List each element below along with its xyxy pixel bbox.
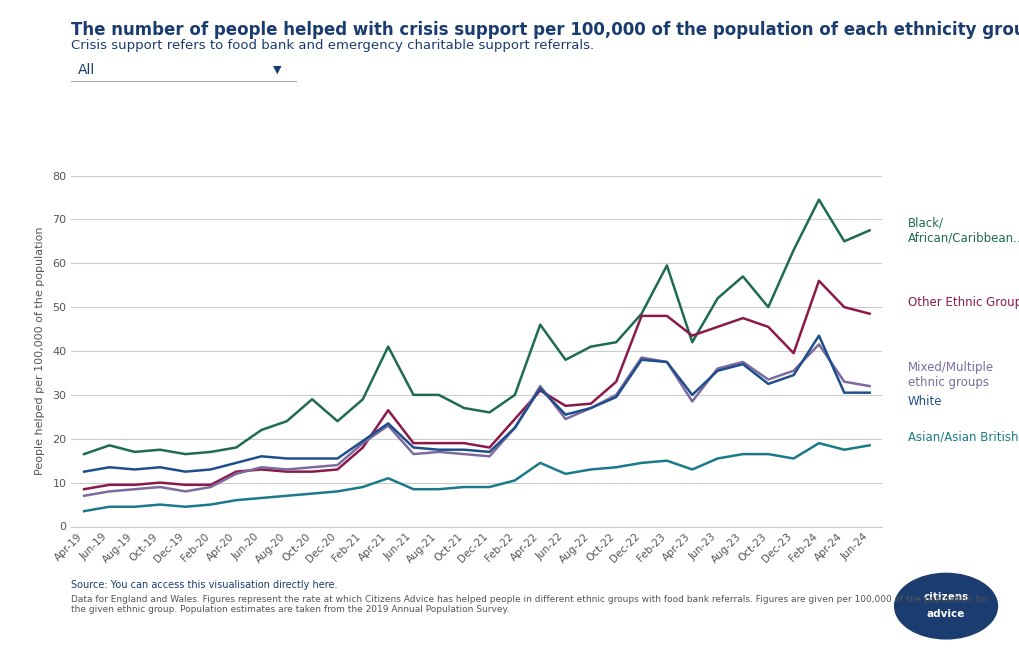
Text: Black/
African/Caribbean...: Black/ African/Caribbean... <box>907 216 1019 244</box>
Circle shape <box>894 573 997 639</box>
Text: Data for England and Wales. Figures represent the rate at which Citizens Advice : Data for England and Wales. Figures repr… <box>71 595 987 614</box>
Text: Mixed/Multiple
ethnic groups: Mixed/Multiple ethnic groups <box>907 361 993 389</box>
Text: Crisis support refers to food bank and emergency charitable support referrals.: Crisis support refers to food bank and e… <box>71 39 594 52</box>
Text: White: White <box>907 395 942 408</box>
Text: Other Ethnic Group: Other Ethnic Group <box>907 296 1019 309</box>
Text: Source: You can access this visualisation directly here.: Source: You can access this visualisatio… <box>71 580 337 590</box>
Text: advice: advice <box>926 609 964 619</box>
Text: All: All <box>78 63 96 77</box>
Text: citizens: citizens <box>922 592 968 603</box>
Text: ▼: ▼ <box>273 65 281 75</box>
Text: Asian/Asian British: Asian/Asian British <box>907 430 1017 443</box>
Text: The number of people helped with crisis support per 100,000 of the population of: The number of people helped with crisis … <box>71 21 1019 39</box>
Y-axis label: People helped per 100,000 of the population: People helped per 100,000 of the populat… <box>36 227 46 475</box>
